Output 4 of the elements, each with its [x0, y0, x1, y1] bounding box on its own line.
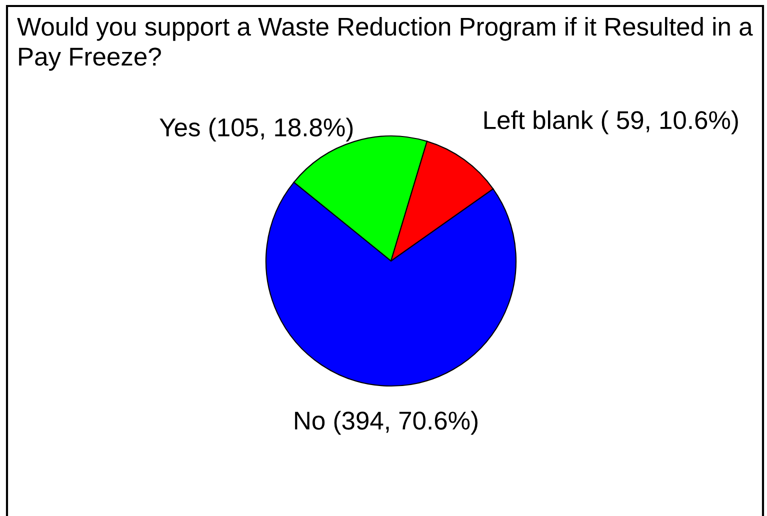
slice-label: Left blank ( 59, 10.6%)	[484, 110, 738, 134]
slice-label: No (394, 70.6%)	[295, 410, 478, 435]
chart-title: Would you support a Waste Reduction Program if it Resulted in a Pay Freeze?	[17, 17, 753, 71]
slice-label: Yes (105, 18.8%)	[160, 118, 353, 142]
